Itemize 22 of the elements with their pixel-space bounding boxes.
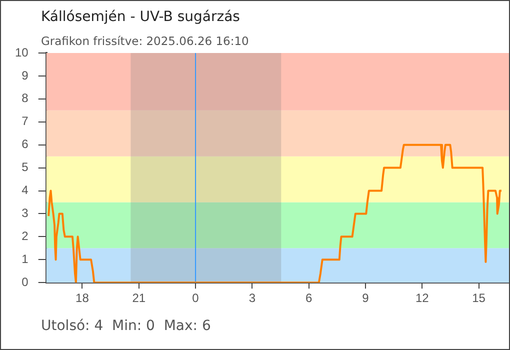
y-tick-label: 5 [22, 160, 29, 174]
x-tick-label: 21 [132, 291, 146, 306]
y-tick-label: 9 [22, 68, 29, 82]
text: Utolsó: 4 Min: 0 Max: 6 [41, 318, 211, 334]
y-tick-label: 3 [22, 206, 29, 220]
x-tick-label: 0 [192, 291, 200, 306]
x-tick-label: 3 [248, 291, 256, 306]
y-tick-label: 0 [22, 274, 29, 289]
y-tick-label: 6 [22, 137, 29, 152]
y-tick-label: 10 [14, 45, 29, 60]
x-tick-label: 9 [362, 291, 370, 306]
chart-title: Kállósemjén - UV-B sugárzás [41, 9, 240, 25]
y-tick-label: 8 [22, 91, 29, 106]
x-tick-label: 6 [305, 291, 312, 306]
x-tick-label: 15 [472, 291, 486, 306]
x-tick-label: 18 [76, 291, 90, 306]
y-tick-label: 4 [22, 183, 29, 198]
y-tick-label: 2 [22, 228, 29, 243]
y-tick-label: 1 [22, 252, 29, 266]
y-tick-label: 7 [22, 114, 29, 128]
chart-subtitle: Grafikon frissítve: 2025.06.26 16:10 [41, 34, 249, 48]
x-tick-label: 12 [415, 291, 430, 306]
